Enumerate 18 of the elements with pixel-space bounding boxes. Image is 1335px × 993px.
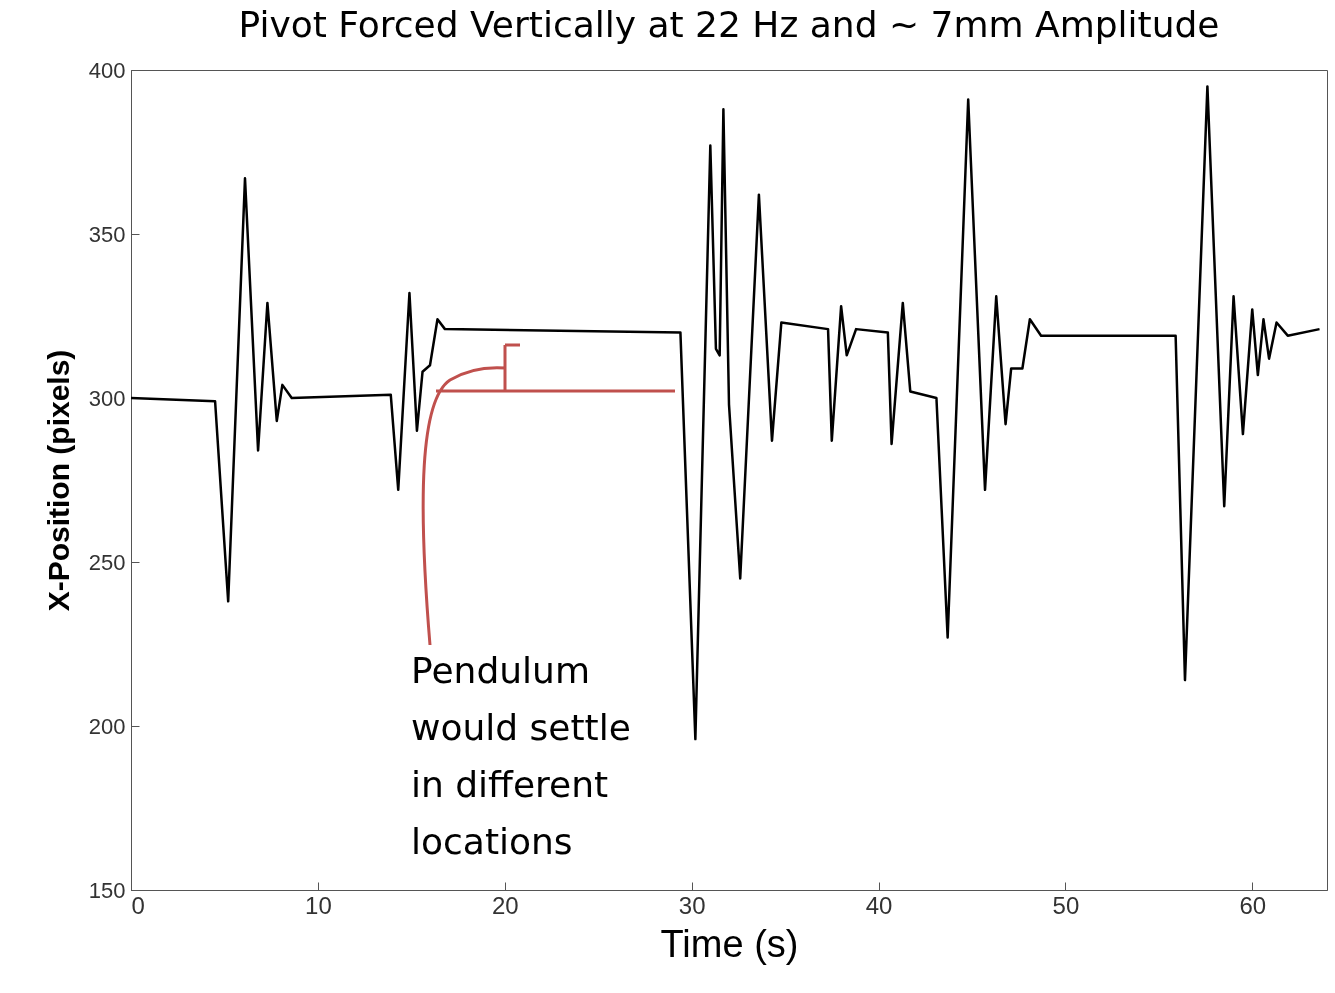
x-tick-label: 40 [865, 891, 893, 919]
x-tick-label: 0 [131, 891, 145, 919]
x-axis-title: Time (s) [660, 922, 799, 965]
x-tick-label: 10 [305, 891, 332, 919]
y-tick-label: 250 [88, 549, 126, 575]
y-tick-label: 350 [88, 221, 126, 247]
y-tick-label: 200 [88, 713, 126, 739]
x-tick-label: 30 [678, 891, 706, 919]
annotation: Pendulum would settle in different locations [411, 650, 631, 862]
y-tick-label: 400 [88, 57, 126, 83]
x-tick-label: 60 [1239, 891, 1267, 919]
x-tick-label: 50 [1052, 891, 1080, 919]
x-tick-label: 20 [491, 891, 519, 919]
line-series [129, 85, 1321, 741]
chart-title: Pivot Forced Vertically at 22 Hz and ~ 7mm Amplitude [238, 4, 1220, 45]
y-tick-label: 300 [88, 385, 126, 411]
y-axis-title: X-Position (pixels) [41, 349, 75, 612]
y-tick-label: 150 [88, 877, 126, 903]
